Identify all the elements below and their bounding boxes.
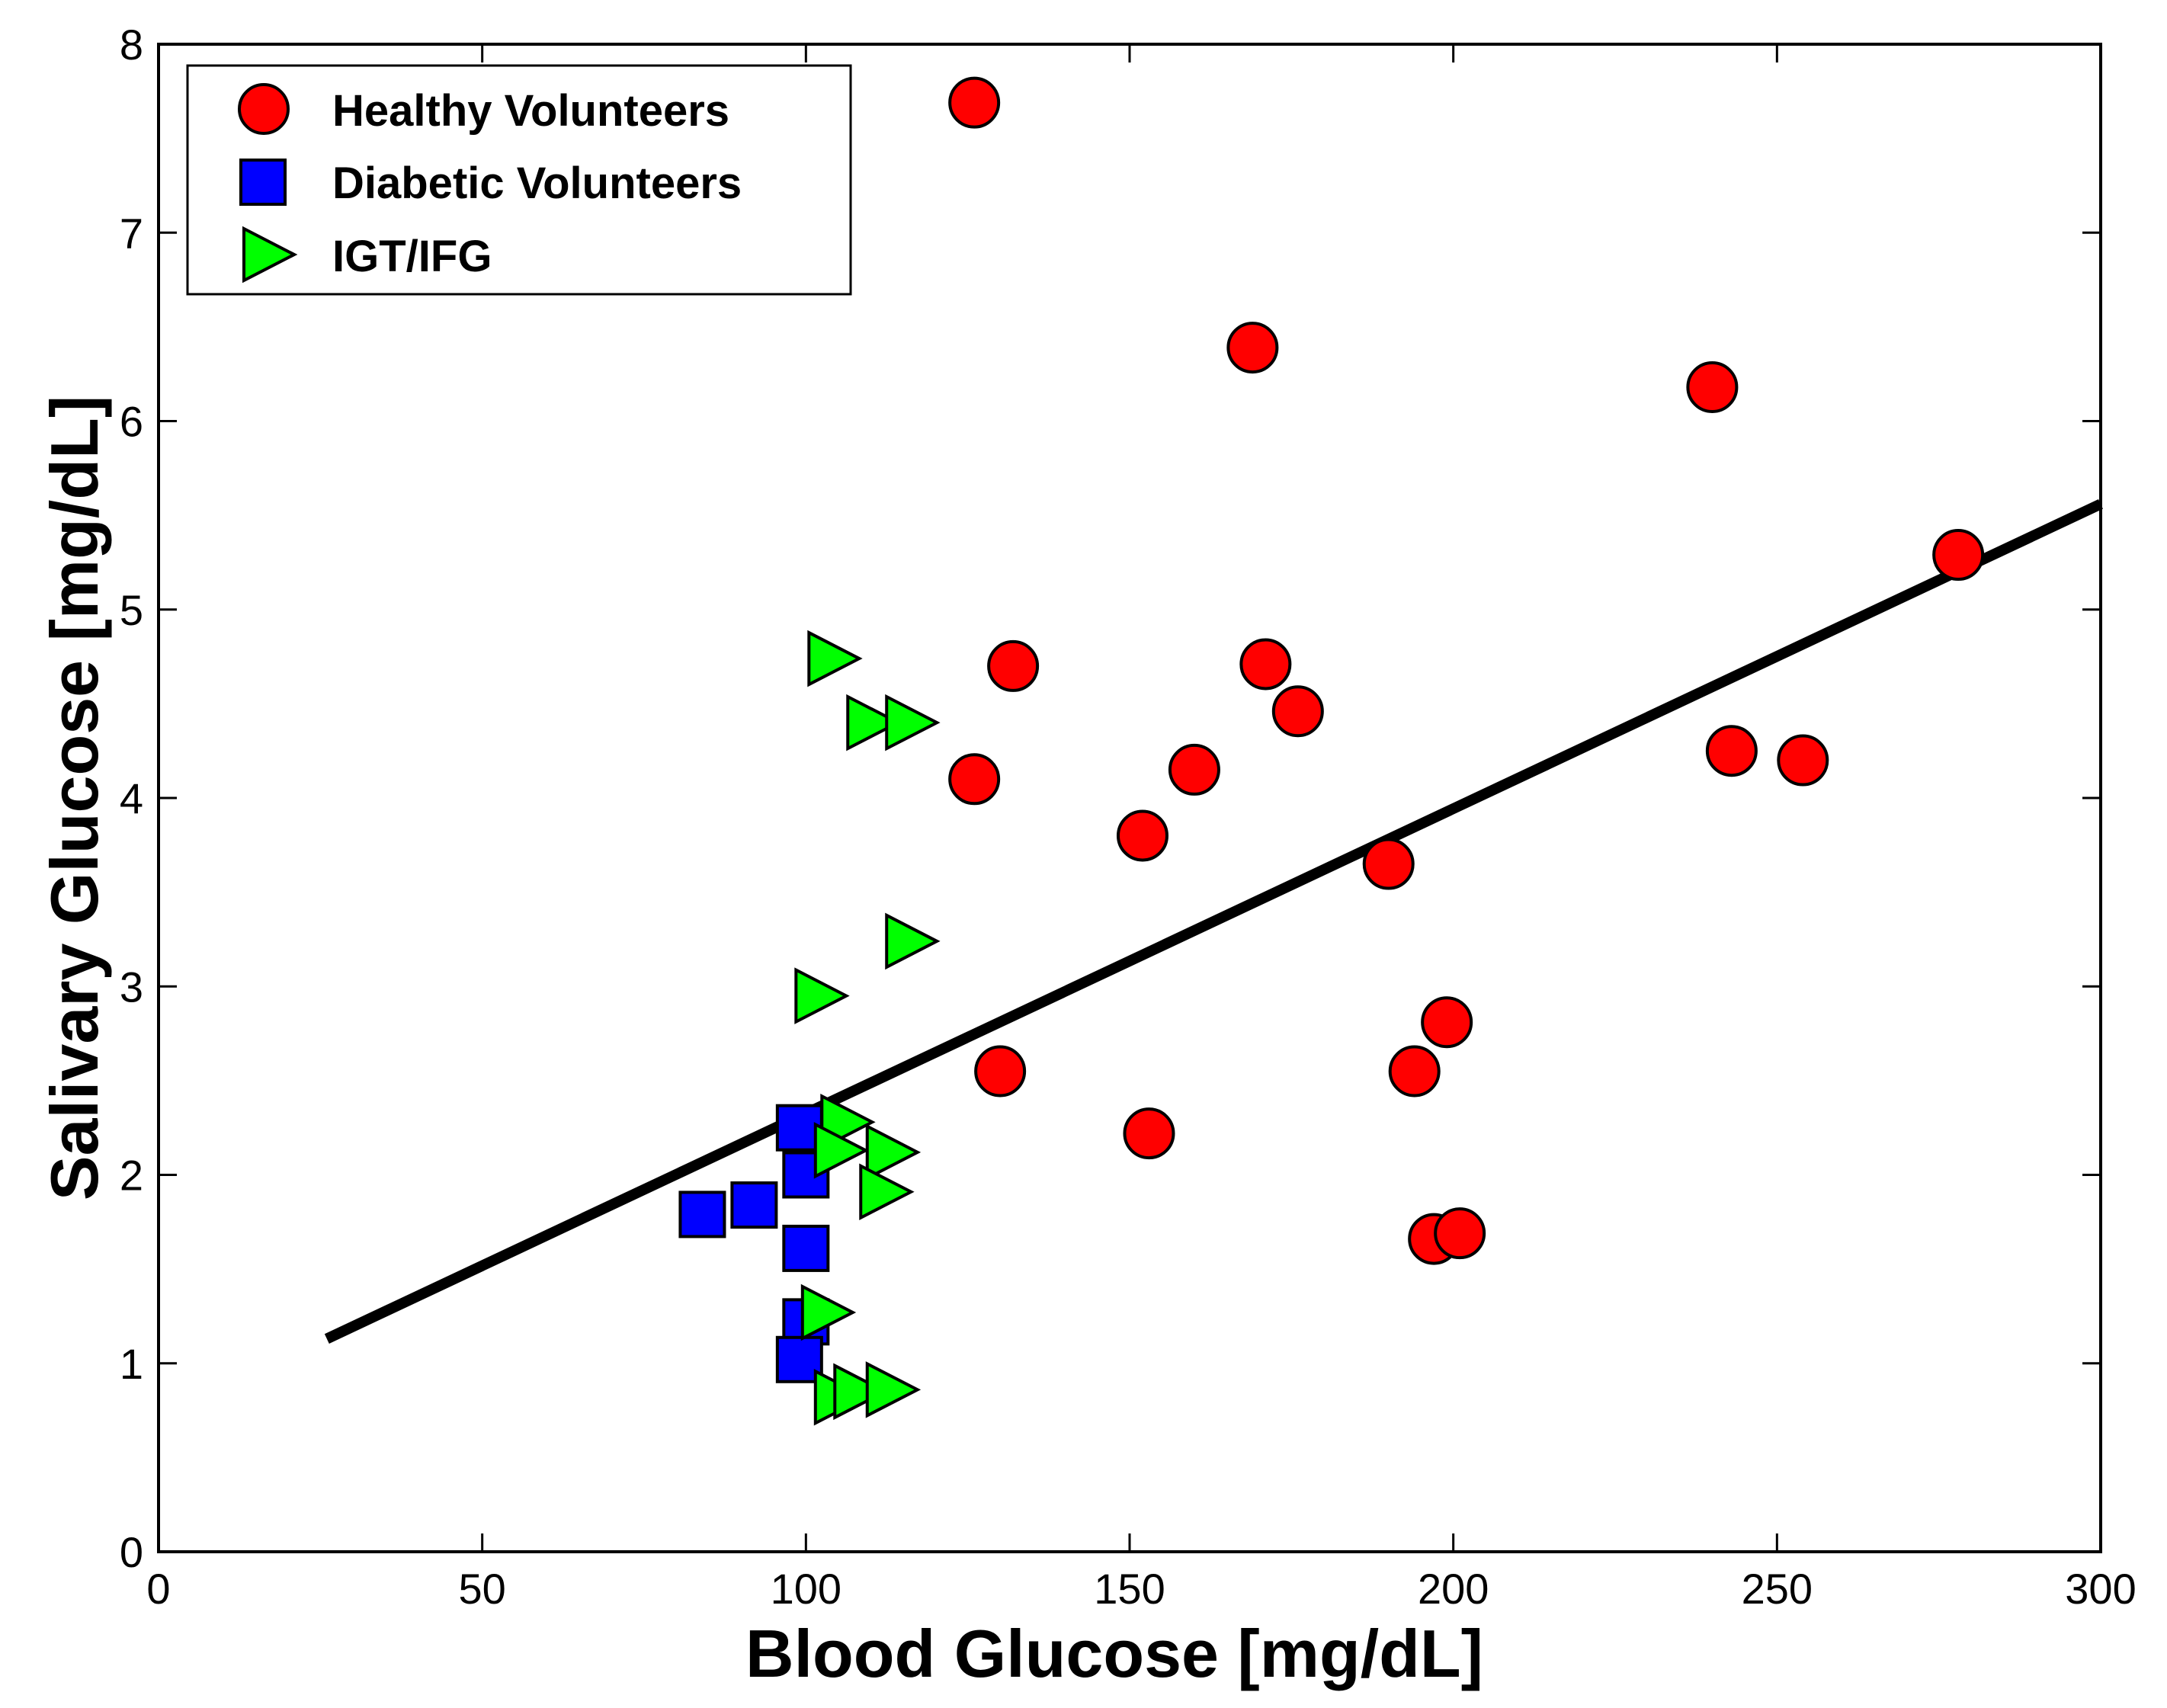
- healthy-point: [1271, 685, 1324, 738]
- igt-point: [846, 694, 902, 751]
- healthy-point: [1123, 1107, 1175, 1160]
- healthy-point: [1421, 996, 1473, 1049]
- fit-line: [324, 498, 2103, 1344]
- legend-healthy-label: Healthy Volunteers: [332, 86, 729, 136]
- legend-igt-label: IGT/IFG: [332, 232, 492, 281]
- igt-point: [859, 1163, 915, 1221]
- igt-point: [813, 1122, 870, 1179]
- igt-point: [865, 1361, 922, 1418]
- igt-point: [885, 694, 941, 751]
- igt-point: [807, 630, 863, 687]
- y-tick-label: 7: [120, 209, 143, 257]
- diabetic-point: [782, 1224, 830, 1272]
- healthy-point: [1388, 1045, 1441, 1098]
- legend: Healthy Volunteers Diabetic Volunteers I…: [186, 64, 852, 296]
- data-points: [678, 76, 1985, 1426]
- x-tick-label: 0: [146, 1565, 170, 1613]
- healthy-point: [974, 1045, 1027, 1098]
- fit-line-group: [324, 498, 2103, 1344]
- y-axis-title: Salivary Glucose [mg/dL]: [37, 396, 112, 1200]
- healthy-point: [1362, 838, 1415, 890]
- healthy-point: [1777, 734, 1829, 787]
- healthy-point: [1239, 638, 1292, 691]
- x-tick-label: 300: [2065, 1565, 2136, 1613]
- legend-diabetic-label: Diabetic Volunteers: [332, 159, 742, 208]
- healthy-point: [1168, 743, 1220, 796]
- y-tick-label: 1: [120, 1340, 143, 1388]
- y-axis-ticks: 0 1 2 3 4 5 6 7 8: [120, 21, 2101, 1576]
- healthy-point: [948, 753, 1001, 806]
- legend-box: [186, 64, 852, 296]
- healthy-point: [1932, 529, 1985, 582]
- healthy-point: [1434, 1207, 1486, 1260]
- x-tick-label: 50: [459, 1565, 506, 1613]
- legend-diabetic-marker: [239, 159, 287, 206]
- healthy-point: [1226, 322, 1279, 374]
- igt-point: [800, 1283, 857, 1341]
- x-tick-label: 250: [1742, 1565, 1813, 1613]
- x-tick-label: 100: [771, 1565, 841, 1613]
- igt-point: [865, 1123, 922, 1181]
- y-tick-label: 6: [120, 398, 143, 446]
- legend-healthy-marker: [238, 83, 290, 135]
- x-axis-title: Blood Glucose [mg/dL]: [745, 1616, 1483, 1691]
- y-tick-label: 0: [120, 1528, 143, 1576]
- y-tick-label: 5: [120, 586, 143, 634]
- healthy-point: [1705, 725, 1758, 777]
- y-tick-label: 4: [120, 774, 143, 822]
- igt-point: [885, 912, 941, 970]
- x-tick-label: 150: [1094, 1565, 1165, 1613]
- y-tick-label: 8: [120, 21, 143, 69]
- diabetic-point: [730, 1181, 778, 1229]
- igt-point: [794, 967, 850, 1024]
- igt-point: [833, 1363, 889, 1421]
- healthy-point: [987, 639, 1040, 692]
- legend-igt-marker: [242, 226, 298, 284]
- plot-area: [157, 43, 2102, 1553]
- y-tick-label: 3: [120, 963, 143, 1011]
- x-tick-label: 200: [1418, 1565, 1489, 1613]
- y-tick-label: 2: [120, 1152, 143, 1200]
- x-axis-ticks: 0 50 100 150 200 250 300: [146, 44, 2137, 1613]
- healthy-point: [1686, 361, 1739, 413]
- diabetic-point: [678, 1190, 726, 1239]
- healthy-point: [1116, 809, 1168, 862]
- healthy-point: [948, 76, 1001, 129]
